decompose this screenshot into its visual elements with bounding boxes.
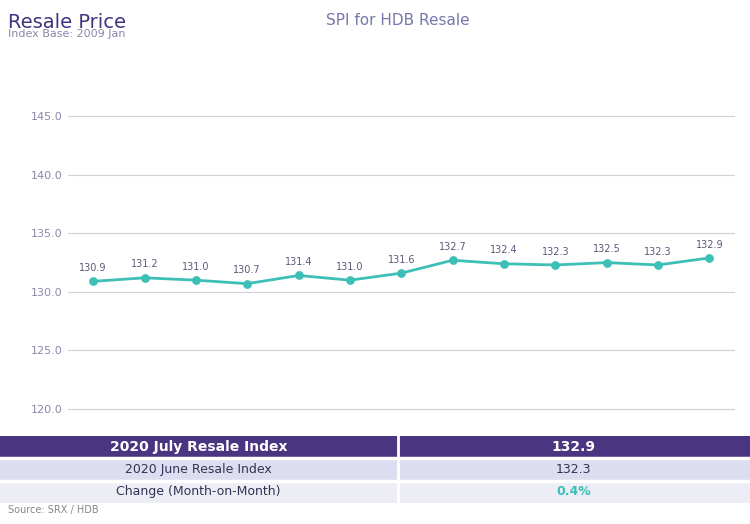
Text: SPI for HDB Resale: SPI for HDB Resale <box>326 13 470 28</box>
Point <box>498 259 510 268</box>
Point <box>242 279 254 288</box>
Point <box>87 277 99 286</box>
Text: 131.6: 131.6 <box>388 255 415 265</box>
Text: Source: SRX / HDB: Source: SRX / HDB <box>8 505 98 515</box>
Point <box>446 256 458 265</box>
Point <box>395 269 407 277</box>
Text: 130.7: 130.7 <box>233 265 261 275</box>
Text: 132.3: 132.3 <box>542 247 569 257</box>
Point <box>139 274 151 282</box>
Text: 132.5: 132.5 <box>592 244 620 254</box>
Text: 132.3: 132.3 <box>556 463 592 476</box>
Point <box>344 276 356 285</box>
Text: 0.4%: 0.4% <box>556 485 591 498</box>
Text: 131.0: 131.0 <box>336 262 364 272</box>
Text: 131.0: 131.0 <box>182 262 209 272</box>
Text: 2020 June Resale Index: 2020 June Resale Index <box>125 463 272 476</box>
Text: 131.2: 131.2 <box>130 259 158 269</box>
Text: 131.4: 131.4 <box>285 257 312 267</box>
Point <box>652 261 664 269</box>
Text: 132.4: 132.4 <box>490 245 517 255</box>
Point <box>292 271 304 280</box>
Text: Resale Price: Resale Price <box>8 13 125 32</box>
Point <box>549 261 561 269</box>
Point <box>704 254 716 262</box>
Bar <box>0 458 750 481</box>
Point <box>190 276 202 285</box>
Text: 130.9: 130.9 <box>80 263 107 273</box>
Text: Change (Month-on-Month): Change (Month-on-Month) <box>116 485 281 498</box>
Text: 132.9: 132.9 <box>695 239 723 249</box>
Point <box>601 258 613 267</box>
Text: 132.7: 132.7 <box>439 242 466 252</box>
Text: 2020 July Resale Index: 2020 July Resale Index <box>110 440 287 454</box>
Text: 132.9: 132.9 <box>552 440 596 454</box>
Text: 132.3: 132.3 <box>644 247 672 257</box>
Bar <box>0 436 750 458</box>
Text: Index Base: 2009 Jan: Index Base: 2009 Jan <box>8 29 125 39</box>
Bar <box>0 481 750 503</box>
